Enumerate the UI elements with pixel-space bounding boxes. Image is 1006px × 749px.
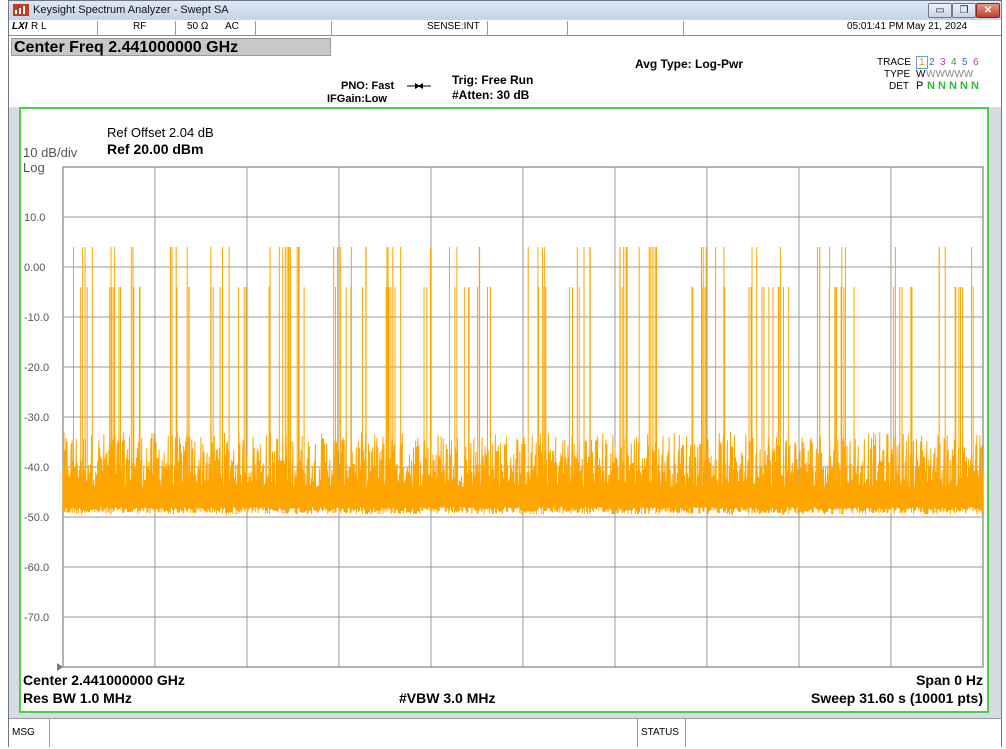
atten-setting: #Atten: 30 dB [452, 88, 530, 102]
y-tick-label: -70.0 [24, 612, 49, 624]
trigger-arrow-icon [407, 83, 431, 89]
type-wave: WWWWW [926, 69, 974, 80]
trace-6[interactable]: 6 [973, 57, 979, 68]
ifgain-setting: IFGain:Low [327, 93, 387, 105]
datetime: 05:01:41 PM May 21, 2024 [847, 21, 968, 32]
log-label: Log [23, 160, 45, 175]
type-label: TYPE [884, 69, 911, 80]
type-value: W [916, 69, 926, 80]
impedance-indicator: 50 Ω [187, 21, 209, 32]
title-bar: Keysight Spectrum Analyzer - Swept SA ▭ … [9, 1, 1001, 21]
app-icon [13, 4, 29, 16]
analyzer-window: Keysight Spectrum Analyzer - Swept SA ▭ … [8, 0, 1002, 747]
status-label: STATUS [641, 727, 679, 738]
y-tick-label: -30.0 [24, 412, 49, 424]
coupling-indicator: AC [225, 21, 239, 32]
trigger-setting: Trig: Free Run [452, 73, 534, 87]
settings-panel: Center Freq 2.441000000 GHz PNO: Fast IF… [9, 36, 1001, 107]
avg-type-setting: Avg Type: Log-Pwr [635, 57, 743, 71]
rf-indicator: RF [133, 21, 147, 32]
trace-1[interactable]: 1 [916, 56, 928, 69]
span-label: Span 0 Hz [916, 672, 983, 688]
status-line: LXI R L RF 50 Ω AC SENSE:INT 05:01:41 PM… [9, 20, 1001, 36]
scale-per-div: 10 dB/div [23, 145, 78, 160]
y-tick-label: 10.0 [24, 212, 45, 224]
sense-indicator: SENSE:INT [427, 21, 480, 32]
y-tick-label: -40.0 [24, 462, 49, 474]
trace-3[interactable]: 3 [940, 57, 946, 68]
trace-5[interactable]: 5 [962, 57, 968, 68]
close-button[interactable]: ✕ [976, 3, 1000, 18]
maximize-button[interactable]: ❐ [952, 3, 976, 18]
ref-level: Ref 20.00 dBm [107, 141, 204, 157]
minimize-button[interactable]: ▭ [928, 3, 952, 18]
y-tick-label: 0.00 [24, 262, 45, 274]
plot-frame: Ref Offset 2.04 dB 10 dB/div Ref 20.00 d… [19, 107, 989, 713]
trace-plot: 10.0 0.00 -10.0 -20.0 -30.0 -40.0 -50.0 -60.0 -7… [24, 166, 984, 671]
lxi-logo: LXI [12, 21, 28, 32]
msg-label: MSG [12, 727, 35, 738]
det-label: DET [889, 81, 909, 92]
res-bw-label: Res BW 1.0 MHz [23, 690, 132, 706]
trace-2[interactable]: 2 [929, 57, 935, 68]
rl-indicator: R L [31, 21, 47, 32]
vbw-label: #VBW 3.0 MHz [399, 690, 496, 706]
message-bar: MSG STATUS [9, 718, 1001, 747]
y-tick-label: -10.0 [24, 312, 49, 324]
trace-4[interactable]: 4 [951, 57, 957, 68]
det-first: P [916, 80, 924, 92]
trace-bursts [73, 247, 974, 507]
ref-offset: Ref Offset 2.04 dB [107, 125, 214, 140]
center-freq-display[interactable]: Center Freq 2.441000000 GHz [11, 38, 331, 56]
trigger-marker-icon [57, 663, 63, 671]
det-rest: N N N N N [927, 80, 979, 92]
y-tick-label: -20.0 [24, 362, 49, 374]
pno-setting: PNO: Fast [341, 80, 395, 92]
sweep-label: Sweep 31.60 s (10001 pts) [811, 690, 983, 706]
y-tick-label: -50.0 [24, 512, 49, 524]
trace-label: TRACE [877, 57, 911, 68]
window-title: Keysight Spectrum Analyzer - Swept SA [33, 4, 229, 16]
center-freq-label: Center 2.441000000 GHz [23, 672, 185, 688]
y-tick-label: -60.0 [24, 562, 49, 574]
